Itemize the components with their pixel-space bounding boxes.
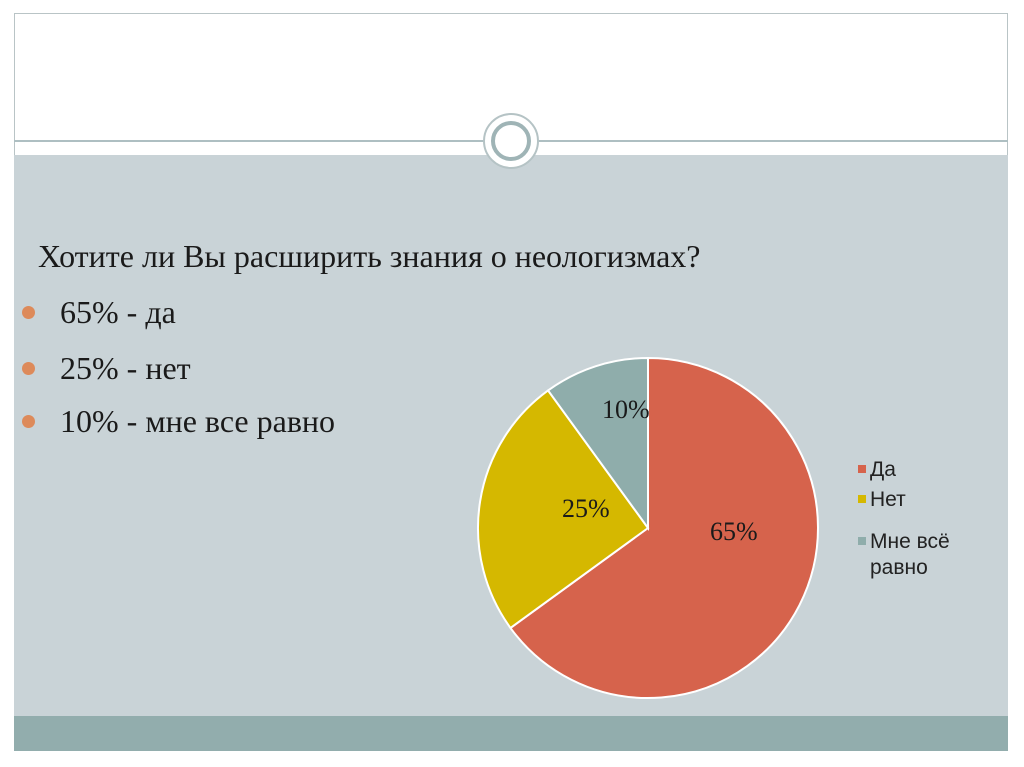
legend-label: Да: [870, 458, 896, 481]
pie-slice-1: [509, 356, 819, 699]
ring-ornament-inner: [491, 121, 531, 161]
bullet-dot-icon: [22, 306, 35, 319]
slice-data-label: 65%: [710, 517, 758, 546]
question-text: Хотите ли Вы расширить знания о неологиз…: [38, 238, 701, 274]
bullet-text: 25% - нет: [60, 350, 191, 386]
bullet-text: 65% - да: [60, 294, 176, 330]
legend-label: Мне всё: [870, 530, 950, 553]
legend-swatch: [858, 465, 866, 473]
legend-swatch: [858, 537, 866, 545]
slice-data-label: 25%: [562, 494, 610, 523]
legend-label: Нет: [870, 488, 906, 511]
footer-band: [14, 716, 1008, 751]
pie-chart: 65% 25% 10% Да Нет Мне всё равно: [477, 356, 950, 699]
bullet-dot-icon: [22, 415, 35, 428]
bullet-text: 10% - мне все равно: [60, 403, 336, 439]
legend-swatch: [858, 495, 866, 503]
legend-label: равно: [870, 556, 928, 579]
pie-slice-2: [477, 389, 650, 630]
slice-data-label: 10%: [602, 395, 650, 424]
bullet-dot-icon: [22, 362, 35, 375]
pie-slice-3: [546, 356, 649, 532]
